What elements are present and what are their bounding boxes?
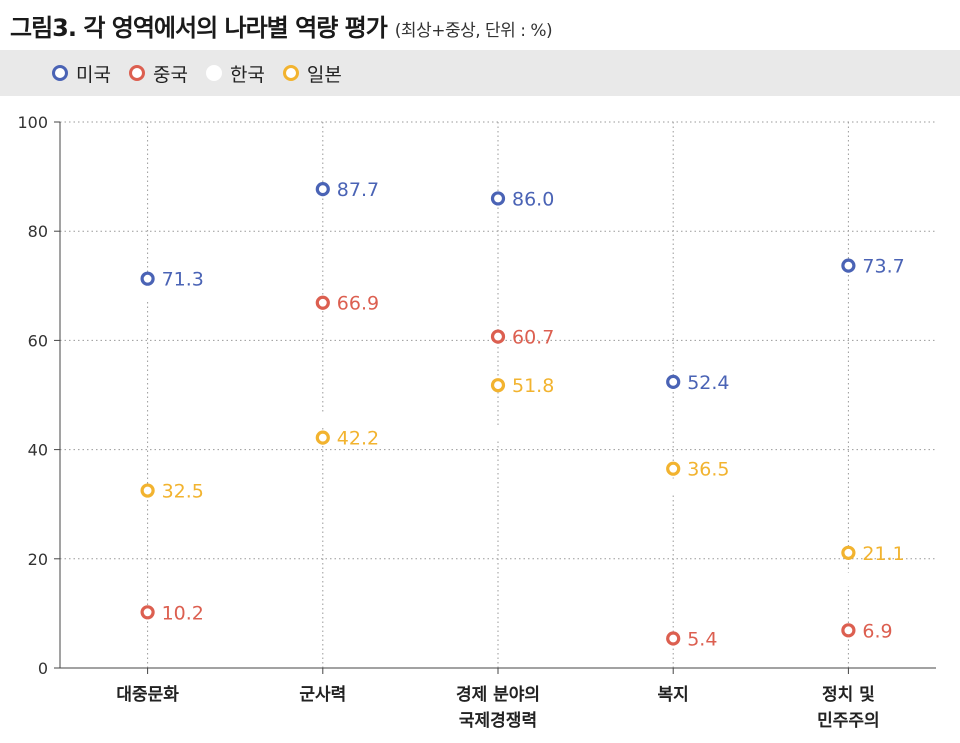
chart-title: 그림3. 각 영역에서의 나라별 역량 평가 xyxy=(10,14,388,42)
data-label-2-1: 45.5 xyxy=(337,410,379,432)
y-tick-label: 20 xyxy=(28,550,48,569)
point-2-4 xyxy=(841,572,856,587)
point-3-1 xyxy=(315,430,330,445)
data-label-1-1: 66.9 xyxy=(337,293,379,315)
legend-marker-icon xyxy=(205,65,222,81)
point-0-0 xyxy=(140,271,155,286)
category-label: 정치 및 xyxy=(822,685,875,705)
point-0-2 xyxy=(490,191,506,206)
data-label-0-1: 87.7 xyxy=(337,179,379,201)
data-label-1-0: 10.2 xyxy=(162,602,204,624)
y-tick-label: 40 xyxy=(28,441,48,460)
y-tick-label: 100 xyxy=(17,113,48,132)
data-label-2-2: 43.1 xyxy=(512,423,554,445)
point-3-0 xyxy=(140,483,155,498)
point-1-0 xyxy=(140,605,155,620)
legend-label: 일본 xyxy=(306,63,342,86)
data-label-3-4: 21.1 xyxy=(862,543,904,565)
point-2-3 xyxy=(666,478,681,493)
y-tick-label: 0 xyxy=(38,659,48,678)
category-label: 국제경쟁력 xyxy=(459,711,537,731)
data-label-0-3: 52.4 xyxy=(687,372,729,394)
y-tick-label: 60 xyxy=(28,331,48,350)
y-tick-label: 80 xyxy=(28,222,48,241)
category-label: 경제 분야의 xyxy=(456,685,540,705)
legend-label: 한국 xyxy=(229,63,265,86)
data-label-3-2: 51.8 xyxy=(512,375,554,397)
title-row: 그림3. 각 영역에서의 나라별 역량 평가 (최상+중상, 단위 : %) xyxy=(10,8,553,48)
category-label: 민주주의 xyxy=(817,711,880,731)
point-3-4 xyxy=(841,545,856,560)
data-label-3-0: 32.5 xyxy=(162,481,204,503)
category-label: 대중문화 xyxy=(116,685,179,705)
data-label-0-0: 71.3 xyxy=(162,269,204,291)
point-0-1 xyxy=(315,182,330,197)
legend: 미국 중국 한국 일본 xyxy=(0,50,960,96)
point-1-2 xyxy=(490,329,506,344)
point-0-3 xyxy=(666,374,681,389)
point-0-4 xyxy=(841,258,856,273)
legend-item-0: 미국 xyxy=(52,60,111,87)
category-label: 군사력 xyxy=(299,685,346,705)
chart-subtitle: (최상+중상, 단위 : %) xyxy=(394,21,553,41)
data-label-1-2: 60.7 xyxy=(512,327,554,349)
point-3-3 xyxy=(666,461,681,476)
legend-marker-icon xyxy=(128,65,145,81)
legend-item-2: 한국 xyxy=(205,60,265,87)
point-1-4 xyxy=(841,623,856,638)
point-2-0 xyxy=(140,286,155,302)
legend-marker-icon xyxy=(52,65,68,81)
legend-item-1: 중국 xyxy=(128,60,188,87)
legend-marker-icon xyxy=(282,65,299,81)
data-label-3-3: 36.5 xyxy=(687,459,729,481)
point-2-2 xyxy=(490,425,506,440)
point-1-1 xyxy=(315,295,330,310)
data-label-0-2: 86.0 xyxy=(512,188,554,210)
legend-item-3: 일본 xyxy=(282,60,342,87)
data-label-2-3: 33.4 xyxy=(687,476,729,498)
point-1-3 xyxy=(666,631,681,646)
data-label-1-4: 6.9 xyxy=(862,620,892,642)
data-label-2-4: 16.2 xyxy=(862,570,904,592)
point-2-1 xyxy=(315,412,330,427)
data-label-0-4: 73.7 xyxy=(862,256,904,278)
data-label-2-0: 68.5 xyxy=(162,284,204,306)
legend-label: 미국 xyxy=(76,63,111,86)
legend-label: 중국 xyxy=(152,63,188,86)
data-label-3-1: 42.2 xyxy=(337,428,379,450)
category-label: 복지 xyxy=(658,685,689,705)
point-3-2 xyxy=(490,378,506,393)
data-label-1-3: 5.4 xyxy=(687,629,717,651)
